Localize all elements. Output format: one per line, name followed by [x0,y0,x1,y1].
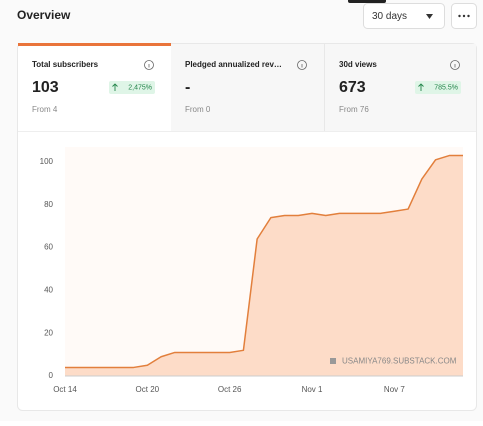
y-tick-label: 100 [40,157,54,166]
watermark-icon [330,358,336,364]
x-tick-label: Oct 20 [136,385,160,394]
stat-label: Total subscribers [32,60,99,69]
x-tick-label: Oct 26 [218,385,242,394]
stat-value: 103 [32,79,59,96]
stat-from: From 0 [185,105,211,114]
stat-value: 673 [339,79,366,96]
dropdown-box[interactable] [363,3,445,29]
x-tick-label: Oct 14 [53,385,77,394]
change-text: 785.5% [434,84,458,91]
active-indicator [18,43,171,46]
stat-value: - [185,79,190,96]
stat-from: From 76 [339,105,369,114]
dropdown-label[interactable]: 30 days [372,11,407,22]
y-tick-label: 60 [44,243,53,252]
y-tick-label: 80 [44,200,53,209]
up-arrow [112,83,118,91]
chart: 0 20 40 60 80 100 Oct 14 Oct 20 Oct 26 Nov 1 Nov 7… [40,147,463,394]
x-tick-label: Nov 7 [384,385,405,394]
dot [462,14,466,18]
watermark: USAMIYA769.SUBSTACK.COM [342,357,457,366]
dot [467,14,470,18]
stat-label: 30d views [339,60,377,69]
y-tick-label: 20 [44,328,53,337]
y-tick-label: 0 [49,371,54,380]
info-icon [144,60,154,70]
area [65,155,463,376]
stats: Total subscribers 103 2,475% From 4 Pledged … [32,60,461,114]
y-tick-label: 40 [44,286,53,295]
info-icon [297,60,307,70]
title: Overview [17,8,71,22]
stat-label: Pledged annualized rev… [185,60,282,69]
x-tick-label: Nov 1 [302,385,323,394]
caret [426,14,433,19]
dot [458,14,461,18]
info-icon [450,60,460,70]
range-dropdown[interactable]: 30 days [363,3,445,29]
up-arrow [418,83,424,91]
change-badge [415,81,461,94]
change-badge [109,81,155,94]
line [65,154,463,369]
stat-from: From 4 [32,105,58,114]
more-button[interactable] [451,3,477,29]
change-text: 2,475% [128,84,152,91]
tooltip-edge [348,0,386,3]
